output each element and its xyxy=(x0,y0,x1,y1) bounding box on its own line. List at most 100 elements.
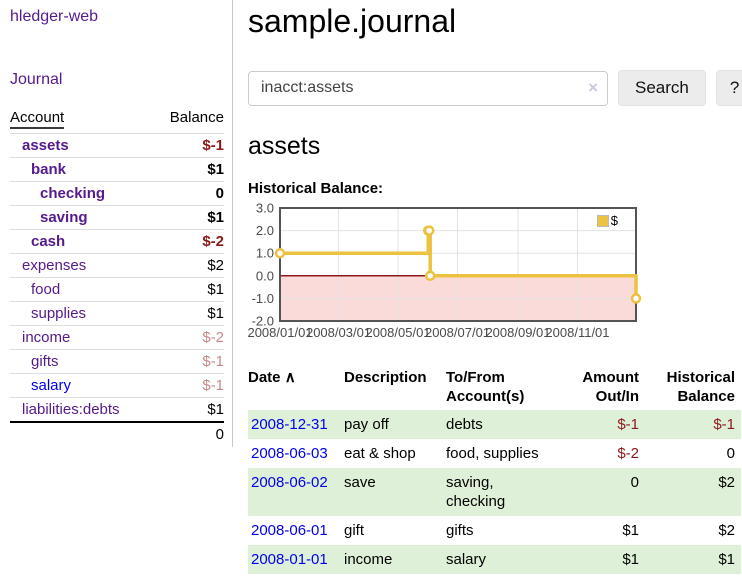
svg-text:-2.0: -2.0 xyxy=(252,314,274,329)
transaction-description: pay off xyxy=(344,416,389,433)
accounts-total-row: 0 xyxy=(10,421,224,446)
transaction-balance: $2 xyxy=(718,474,735,491)
account-balance: $-2 xyxy=(202,233,224,250)
search-input[interactable] xyxy=(248,70,608,106)
balance-column-header-main: Historical Balance xyxy=(666,369,735,405)
account-row: income $-2 xyxy=(10,325,224,349)
transaction-row: 2008-06-01 gift gifts $1 $2 xyxy=(248,516,741,545)
chart-legend: $ xyxy=(594,212,620,229)
accounts-column-header: To/From Account(s) xyxy=(446,369,525,405)
accounts-table: Account Balance assets $-1 bank $1 checking 0… xyxy=(10,109,224,446)
svg-text:2008/11/01: 2008/11/01 xyxy=(545,325,609,340)
account-balance: $1 xyxy=(207,401,224,418)
svg-text:2.0: 2.0 xyxy=(256,223,274,238)
transaction-amount: $1 xyxy=(622,522,639,539)
account-heading: assets xyxy=(248,132,321,160)
account-link-salary[interactable]: salary xyxy=(31,377,72,394)
main-content: sample.journal × Search ? assets Histori… xyxy=(233,0,742,574)
transaction-accounts: saving, checking xyxy=(446,474,506,510)
account-balance: $1 xyxy=(207,209,224,226)
svg-text:2008/03/01: 2008/03/01 xyxy=(306,325,371,340)
transaction-description: gift xyxy=(344,522,365,539)
svg-text:2008/05/01: 2008/05/01 xyxy=(365,325,430,340)
account-link-bank[interactable]: bank xyxy=(31,161,67,178)
page-title: sample.journal xyxy=(248,3,457,39)
legend-label: $ xyxy=(610,213,618,228)
account-link-assets[interactable]: assets xyxy=(22,137,69,154)
account-row: assets $-1 xyxy=(10,133,224,157)
account-link-supplies[interactable]: supplies xyxy=(31,305,87,322)
account-row: expenses $2 xyxy=(10,253,224,277)
account-balance: $2 xyxy=(207,257,224,274)
account-link-expenses[interactable]: expenses xyxy=(22,257,87,274)
sidebar-item-journal[interactable]: Journal xyxy=(10,71,63,88)
account-row: checking 0 xyxy=(10,181,224,205)
transaction-date-link[interactable]: 2008-06-03 xyxy=(251,445,328,462)
account-balance: $-2 xyxy=(202,329,224,346)
transaction-row: 2008-12-31 pay off debts $-1 $-1 xyxy=(248,410,741,439)
account-column-header[interactable]: Account xyxy=(10,109,65,129)
balance-chart-svg: 3.0 2.0 1.0 0.0 -1.0 -2.02008/01/012008/03/01… xyxy=(247,201,642,340)
help-button[interactable]: ? xyxy=(715,70,742,106)
account-row: gifts $-1 xyxy=(10,349,224,373)
accounts-rows: assets $-1 bank $1 checking 0 saving $1 cash $-2 e… xyxy=(10,133,224,421)
search-row: × Search ? xyxy=(248,70,742,106)
search-box: × xyxy=(248,70,608,106)
register-table: Date ∧ Description To/From Account(s) Am… xyxy=(248,366,741,574)
account-link-liabilities-debts[interactable]: liabilities:debts xyxy=(22,401,120,418)
register-header-row: Date ∧ Description To/From Account(s) Am… xyxy=(248,366,741,410)
transaction-description: eat & shop xyxy=(344,445,416,462)
transaction-accounts: gifts xyxy=(446,522,474,539)
account-balance: $1 xyxy=(207,161,224,178)
transaction-accounts: food, supplies xyxy=(446,445,539,462)
account-balance: $-1 xyxy=(202,377,224,394)
transaction-amount: $1 xyxy=(622,551,639,568)
clear-search-icon[interactable]: × xyxy=(588,77,598,97)
account-link-income[interactable]: income xyxy=(22,329,71,346)
transaction-row: 2008-06-03 eat & shop food, supplies $-2 0 xyxy=(248,439,741,468)
transaction-balance: $1 xyxy=(718,551,735,568)
account-row: liabilities:debts $1 xyxy=(10,397,224,421)
account-balance: $1 xyxy=(207,281,224,298)
svg-text:2008/07/01: 2008/07/01 xyxy=(425,325,490,340)
account-row: bank $1 xyxy=(10,157,224,181)
transaction-date-link[interactable]: 2008-06-01 xyxy=(251,522,328,539)
date-column-header[interactable]: Date ∧ xyxy=(248,369,296,386)
account-row: salary $-1 xyxy=(10,373,224,397)
account-link-cash[interactable]: cash xyxy=(31,233,66,250)
svg-text:2008/01/01: 2008/01/01 xyxy=(247,325,312,340)
account-link-food[interactable]: food xyxy=(31,281,61,298)
transaction-balance: $-1 xyxy=(713,416,735,433)
account-balance: $-1 xyxy=(202,137,224,154)
account-link-gifts[interactable]: gifts xyxy=(31,353,59,370)
accounts-total-value: 0 xyxy=(215,426,224,443)
search-button[interactable]: Search xyxy=(618,70,706,106)
transaction-date-link[interactable]: 2008-06-02 xyxy=(251,474,328,491)
transaction-amount: $-2 xyxy=(617,445,639,462)
transaction-row: 2008-06-02 save saving, checking 0 $2 xyxy=(248,468,741,516)
account-row: supplies $1 xyxy=(10,301,224,325)
account-balance: $-1 xyxy=(202,353,224,370)
transaction-date-link[interactable]: 2008-12-31 xyxy=(251,416,328,433)
amount-column-header: Amount Out/In xyxy=(582,369,639,405)
svg-text:1.0: 1.0 xyxy=(256,246,274,261)
chart-title: Historical Balance: xyxy=(248,180,384,197)
account-row: cash $-2 xyxy=(10,229,224,253)
account-row: saving $1 xyxy=(10,205,224,229)
account-link-saving[interactable]: saving xyxy=(40,209,88,226)
brand-link[interactable]: hledger-web xyxy=(10,8,99,25)
svg-text:-1.0: -1.0 xyxy=(252,291,274,306)
account-balance: $1 xyxy=(207,305,224,322)
sort-asc-icon: ∧ xyxy=(284,369,296,386)
svg-text:2008/09/01: 2008/09/01 xyxy=(485,325,550,340)
transaction-date-link[interactable]: 2008-01-01 xyxy=(251,551,328,568)
transaction-accounts: salary xyxy=(446,551,487,568)
legend-swatch-icon xyxy=(596,214,609,227)
account-balance: 0 xyxy=(215,185,224,202)
transaction-amount: 0 xyxy=(630,474,639,491)
account-link-checking[interactable]: checking xyxy=(40,185,106,202)
sidebar: hledger-web Journal Account Balance asse… xyxy=(0,0,233,447)
transaction-amount: $-1 xyxy=(617,416,639,433)
accounts-table-header: Account Balance xyxy=(10,109,224,133)
transaction-balance: 0 xyxy=(726,445,735,462)
